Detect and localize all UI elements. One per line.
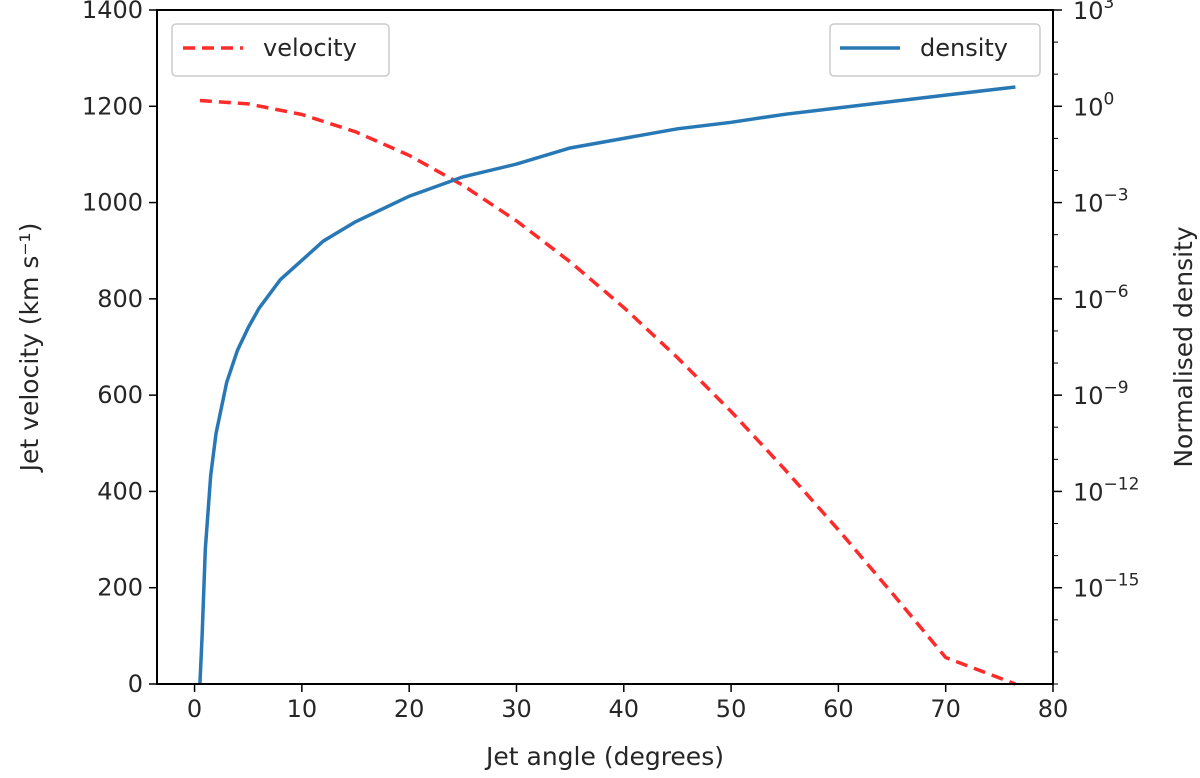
x-tick-label: 80 xyxy=(1038,695,1069,723)
density-series-line xyxy=(198,85,1016,685)
y-tick-label: 1200 xyxy=(82,92,143,120)
x-tick-label: 20 xyxy=(394,695,425,723)
y-axis-right: 103 100 10−3 10−6 10−9 10−12 10−15 xyxy=(1053,0,1139,685)
legend-density-label: density xyxy=(920,34,1008,62)
y-tick-label: 400 xyxy=(97,477,143,505)
y-right-tick-label: 10−15 xyxy=(1073,571,1139,603)
legend-density-box xyxy=(829,23,1041,77)
legend-density: density xyxy=(829,23,1041,77)
y-tick-label: 600 xyxy=(97,381,143,409)
y-axis-right-label: Normalised density xyxy=(1169,226,1198,467)
y-right-tick-label: 10−12 xyxy=(1073,474,1139,506)
y-right-tick-label: 10−6 xyxy=(1073,282,1129,314)
x-tick-label: 30 xyxy=(501,695,532,723)
plot-area xyxy=(198,85,1017,686)
y-right-tick-label: 103 xyxy=(1073,0,1114,25)
y-tick-label: 1400 xyxy=(82,0,143,24)
legend-velocity: velocity xyxy=(171,23,390,77)
x-axis: 0 10 20 30 40 50 60 70 80 xyxy=(187,684,1068,723)
y-right-tick-label: 10−9 xyxy=(1073,378,1129,410)
x-tick-label: 50 xyxy=(716,695,747,723)
y-right-tick-label: 100 xyxy=(1073,89,1114,121)
y-axis-left: 0 200 400 600 800 1000 1200 1400 xyxy=(82,0,157,698)
x-tick-label: 70 xyxy=(930,695,961,723)
x-tick-label: 60 xyxy=(823,695,854,723)
x-tick-label: 40 xyxy=(609,695,640,723)
y-tick-label: 0 xyxy=(128,670,143,698)
x-tick-label: 0 xyxy=(187,695,202,723)
plot-frame xyxy=(156,9,1054,685)
y-tick-label: 200 xyxy=(97,574,143,602)
y-right-tick-label: 10−3 xyxy=(1073,186,1129,218)
velocity-series-line xyxy=(199,98,1017,686)
y-axis-label: Jet velocity (km s⁻¹) xyxy=(15,223,44,474)
y-tick-label: 1000 xyxy=(82,189,143,217)
y-tick-label: 800 xyxy=(97,285,143,313)
x-tick-label: 10 xyxy=(287,695,318,723)
legend-velocity-box xyxy=(171,23,390,77)
x-axis-label: Jet angle (degrees) xyxy=(484,742,724,771)
legend-velocity-label: velocity xyxy=(263,34,357,62)
